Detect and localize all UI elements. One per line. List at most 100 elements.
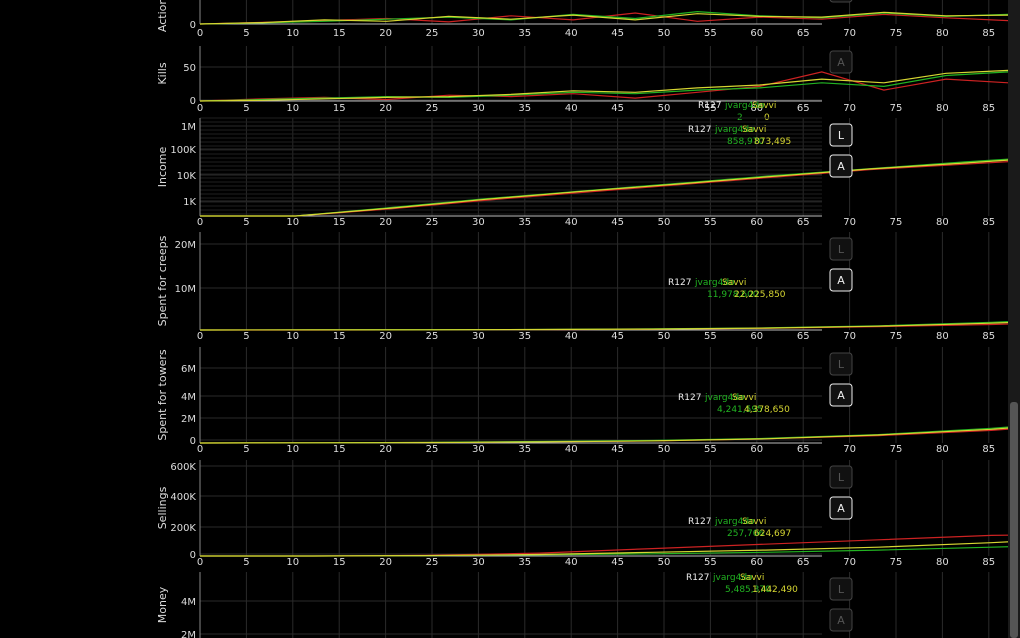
legend-name: R127 [698,101,721,111]
y-axis-label: Spent for towers [156,349,169,440]
x-tick-label: 35 [518,444,531,455]
linear-scale-button[interactable] [829,352,853,376]
x-tick-label: 50 [658,103,671,114]
y-tick-label: 4M [181,597,196,608]
x-tick-label: 15 [333,103,346,114]
legend-value: 1,442,490 [752,585,798,595]
legend-value: 22,225,850 [734,290,786,300]
legend-value: 873,495 [754,137,791,147]
x-tick-label: 15 [333,217,346,228]
legend-name: jvarg4do [714,125,755,135]
legend-name: R127 [688,125,711,135]
x-tick-label: 70 [843,444,856,455]
x-tick-label: 55 [704,28,717,39]
x-tick-label: 0 [197,103,203,114]
x-tick-label: 75 [890,444,903,455]
x-tick-label: 85 [982,444,995,455]
legend-name: R127 [688,517,711,527]
x-tick-label: 60 [750,28,763,39]
linear-scale-button[interactable] [829,237,853,261]
x-tick-label: 65 [797,28,810,39]
x-tick-label: 5 [243,103,249,114]
legend-name: Savvi [752,101,776,111]
x-tick-label: 70 [843,103,856,114]
x-tick-label: 20 [379,217,392,228]
x-tick-label: 0 [197,557,203,568]
linear-scale-label: L [838,583,845,596]
x-tick-label: 0 [197,217,203,228]
x-tick-label: 45 [611,331,624,342]
x-tick-label: 55 [704,557,717,568]
y-tick-label: 10M [175,284,196,295]
auto-scale-button[interactable] [829,268,853,292]
x-tick-label: 45 [611,217,624,228]
x-tick-label: 20 [379,331,392,342]
x-tick-label: 40 [565,557,578,568]
scrollbar-thumb[interactable] [1010,402,1018,638]
y-tick-label: 0 [190,550,196,561]
auto-scale-button[interactable] [829,50,853,74]
series-line-jvarg4do [199,10,1020,25]
x-tick-label: 45 [611,557,624,568]
x-tick-label: 15 [333,331,346,342]
x-tick-label: 15 [333,557,346,568]
series-line-jvarg4do [199,425,1020,444]
y-tick-label: 20M [175,240,196,251]
x-tick-label: 0 [197,28,203,39]
x-tick-label: 0 [197,444,203,455]
x-tick-label: 35 [518,331,531,342]
x-tick-label: 85 [982,103,995,114]
x-tick-label: 40 [565,103,578,114]
legend-name: Savvi [740,573,764,583]
y-tick-label: 1K [183,197,196,208]
x-tick-label: 85 [982,217,995,228]
auto-scale-label: A [837,389,845,402]
legend-value: 858,970 [727,137,764,147]
legend-name: jvarg4do [714,517,755,527]
legend-value: 5,485,370 [725,585,771,595]
x-tick-label: 20 [379,444,392,455]
legend-value: 4,241,595 [717,405,763,415]
x-tick-label: 55 [704,444,717,455]
x-tick-label: 80 [936,557,949,568]
legend-value: 4,378,650 [744,405,790,415]
auto-scale-button[interactable] [829,154,853,178]
series-line-Savvi [200,158,1020,217]
x-tick-label: 80 [936,444,949,455]
series-line-Savvi [199,321,1020,331]
linear-scale-button[interactable] [829,577,853,601]
legend-name: jvarg4do [694,278,735,288]
linear-scale-label: L [838,358,845,371]
x-tick-label: 75 [890,331,903,342]
x-tick-label: 65 [797,217,810,228]
legend-name: R127 [686,573,709,583]
x-tick-label: 75 [890,557,903,568]
x-tick-label: 80 [936,217,949,228]
auto-scale-button[interactable] [829,496,853,520]
x-tick-label: 75 [890,217,903,228]
linear-scale-button[interactable] [829,123,853,147]
linear-scale-label: L [838,129,845,142]
y-axis-label: Money [156,586,169,623]
series-line-Savvi [199,11,1020,25]
x-tick-label: 25 [426,28,439,39]
auto-scale-button[interactable] [829,0,853,3]
linear-scale-button[interactable] [829,465,853,489]
x-tick-label: 5 [243,28,249,39]
y-tick-label: 0 [190,436,196,447]
x-tick-label: 85 [982,557,995,568]
y-axis-label: Sellings [156,486,169,529]
x-tick-label: 60 [750,331,763,342]
auto-scale-label: A [837,274,845,287]
auto-scale-button[interactable] [829,383,853,407]
x-tick-label: 0 [197,331,203,342]
legend-value: 11,978,600 [707,290,759,300]
x-tick-label: 70 [843,217,856,228]
auto-scale-label: A [837,614,845,627]
auto-scale-button[interactable] [829,608,853,632]
x-tick-label: 20 [379,28,392,39]
series-line-Savvi [199,69,1020,102]
y-axis-label: Spent for creeps [156,235,169,326]
x-tick-label: 30 [472,28,485,39]
